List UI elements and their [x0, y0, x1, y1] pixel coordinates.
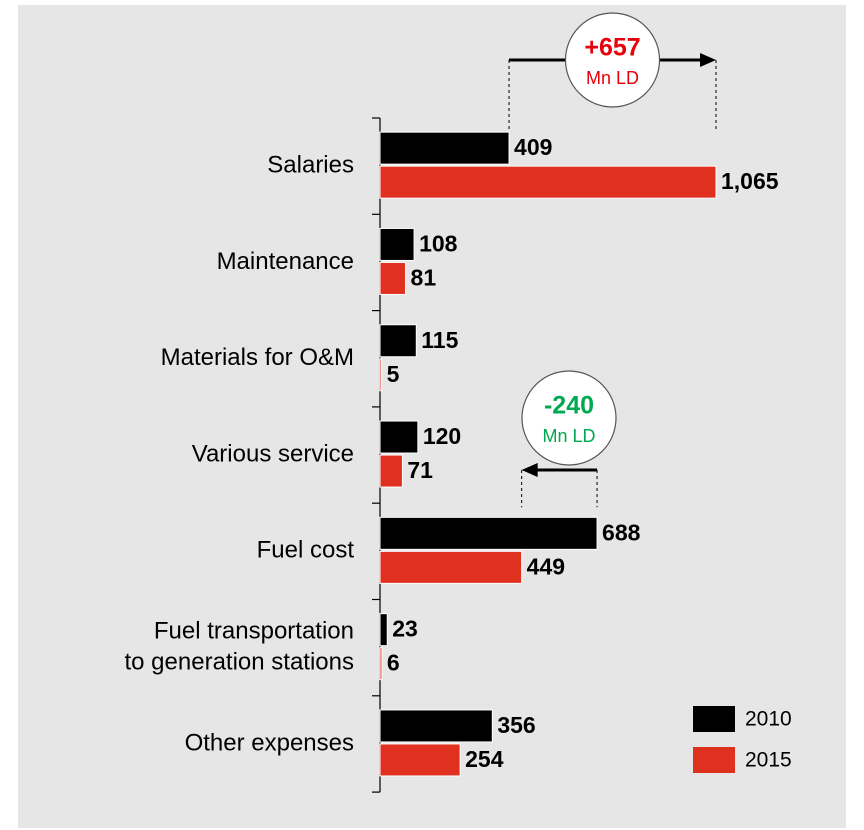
value-label: 108	[419, 231, 458, 257]
bar	[379, 454, 403, 488]
value-label: 23	[392, 616, 418, 642]
bar	[379, 516, 598, 550]
arrow-head	[521, 463, 538, 477]
annotation: -240 Mn LD	[521, 370, 617, 508]
annotation-unit: Mn LD	[542, 426, 595, 446]
bar	[379, 613, 388, 647]
bar	[379, 550, 523, 584]
value-label: 688	[602, 519, 641, 545]
annotation-value: +657	[584, 34, 640, 62]
value-label: 356	[497, 712, 535, 738]
bar	[379, 358, 383, 392]
category-label: Salaries	[267, 151, 354, 178]
value-label: 115	[421, 327, 458, 353]
annotation-unit: Mn LD	[586, 68, 639, 88]
annotation-circle	[521, 370, 617, 466]
legend-swatch	[693, 706, 735, 732]
bar	[379, 261, 407, 295]
legend-swatch	[693, 747, 735, 773]
legend-label: 2010	[745, 708, 792, 731]
bar	[379, 227, 415, 261]
arrow-head	[700, 53, 716, 67]
value-label: 449	[527, 553, 565, 579]
value-label: 1,065	[721, 168, 779, 194]
bar	[379, 647, 383, 681]
bar	[379, 709, 493, 743]
value-label: 254	[465, 746, 504, 772]
bar	[379, 743, 461, 777]
category-label: Materials for O&M	[161, 344, 354, 371]
annotation-value: -240	[544, 392, 594, 420]
category-label: Various service	[192, 440, 354, 467]
value-label: 81	[411, 265, 437, 291]
bar	[379, 420, 419, 454]
value-label: 409	[514, 134, 552, 160]
bar	[379, 165, 717, 199]
value-label: 71	[407, 457, 433, 483]
background	[18, 5, 846, 828]
category-label: to generation stations	[125, 648, 355, 675]
annotation-circle	[564, 12, 661, 108]
value-label: 6	[387, 650, 400, 676]
bar	[379, 131, 510, 165]
category-label: Other expenses	[185, 729, 354, 756]
value-label: 5	[387, 361, 400, 387]
legend-label: 2015	[745, 749, 792, 772]
category-label: Fuel transportation	[154, 617, 354, 644]
bar	[379, 324, 417, 358]
annotation: +657 Mn LD	[508, 12, 717, 130]
category-label: Maintenance	[217, 248, 354, 275]
category-label: Fuel cost	[257, 537, 355, 564]
value-label: 120	[423, 423, 461, 449]
